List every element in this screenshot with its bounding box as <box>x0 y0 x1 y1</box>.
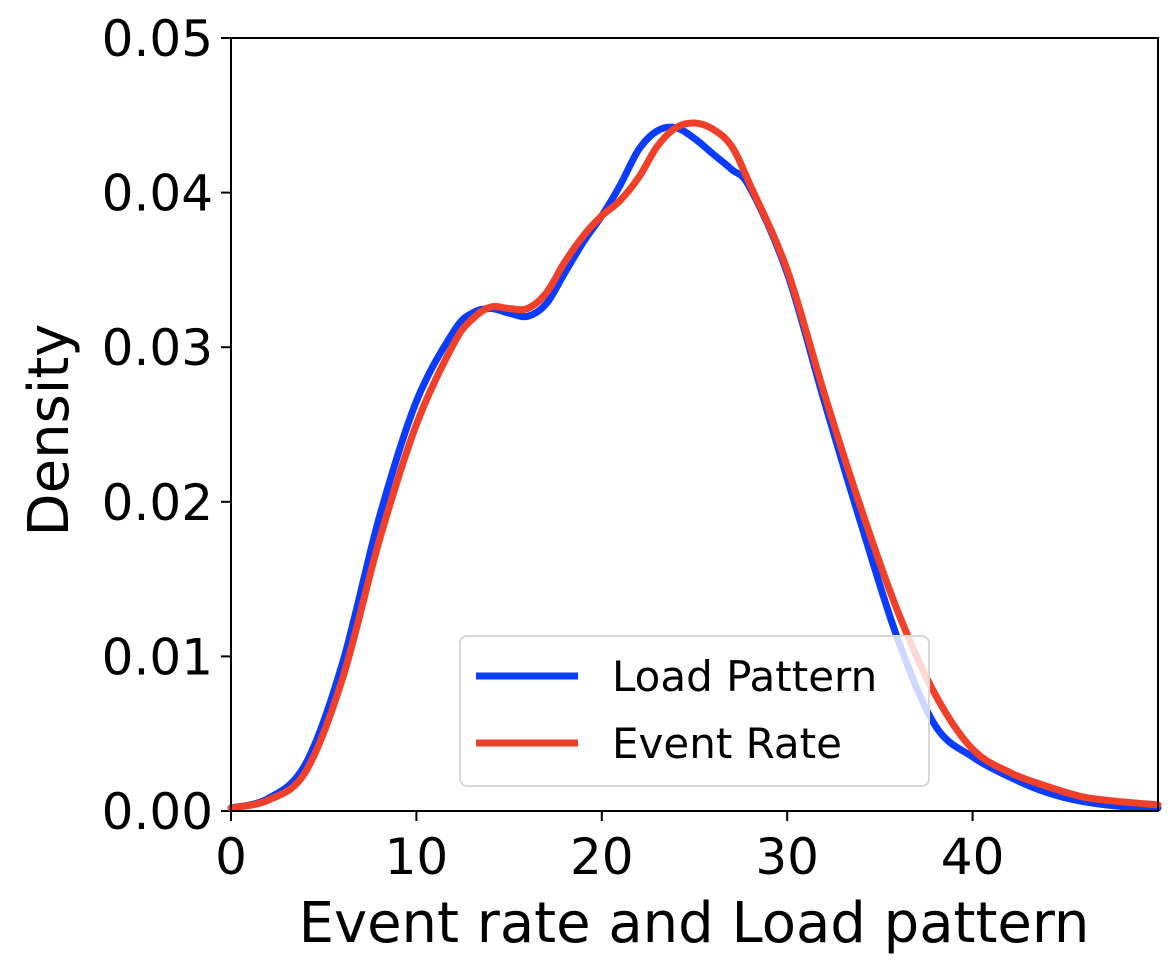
x-axis-title: Event rate and Load pattern <box>299 891 1090 956</box>
x-tick-label: 0 <box>215 828 247 886</box>
x-tick-label: 20 <box>570 828 634 886</box>
x-tick-label: 40 <box>941 828 1005 886</box>
y-axis-ticks: 0.00 0.01 0.02 0.03 0.04 0.05 <box>102 10 231 841</box>
y-tick-label: 0.01 <box>102 628 213 686</box>
series-line-event-rate <box>227 119 1162 812</box>
y-axis-title: Density <box>17 324 82 537</box>
legend-label-event-rate: Event Rate <box>612 719 842 768</box>
y-tick-label: 0.02 <box>102 474 213 532</box>
series-line-load-pattern <box>227 123 1162 812</box>
x-axis-ticks: 0 10 20 30 40 <box>215 811 1004 886</box>
y-tick-label: 0.00 <box>102 783 213 841</box>
x-tick-label: 10 <box>385 828 449 886</box>
plot-frame <box>230 37 1159 812</box>
y-tick-label: 0.05 <box>102 10 213 68</box>
x-tick-label: 30 <box>755 828 819 886</box>
legend-label-load-pattern: Load Pattern <box>612 652 877 701</box>
series-lines <box>227 119 1162 812</box>
legend: Load Pattern Event Rate <box>459 635 930 787</box>
y-tick-label: 0.04 <box>102 165 213 223</box>
y-tick-label: 0.03 <box>102 319 213 377</box>
